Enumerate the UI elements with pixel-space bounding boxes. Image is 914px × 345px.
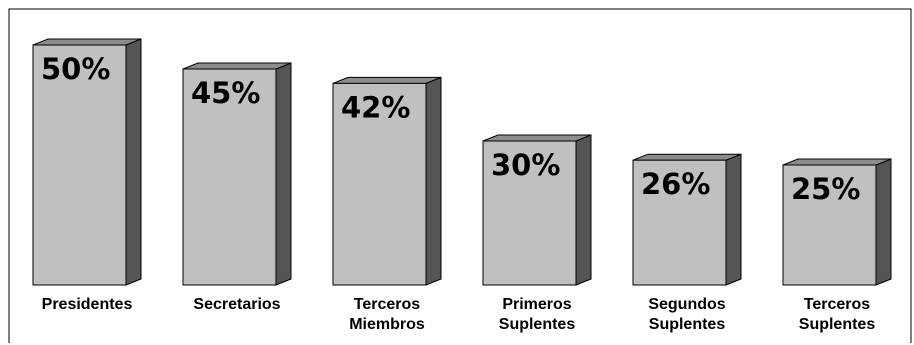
- category-label-line: Suplentes: [649, 316, 726, 333]
- bar: [482, 134, 592, 286]
- bar: [182, 62, 292, 286]
- bar-front-face: [632, 159, 727, 286]
- bar-front-face: [482, 140, 577, 286]
- bar-front-face: [182, 68, 277, 286]
- data-label: 42%: [341, 90, 410, 124]
- bar-top-face: [32, 38, 142, 46]
- bar: [32, 38, 142, 286]
- category-label-line: Primeros: [502, 296, 571, 313]
- category-label: Terceros Miembros: [349, 296, 425, 333]
- bar: [632, 153, 742, 286]
- bar-side-face: [725, 153, 742, 286]
- bar-top-face: [782, 158, 892, 166]
- bar-side-face: [875, 158, 892, 286]
- data-label: 45%: [191, 76, 260, 110]
- bar-front-face: [32, 44, 127, 286]
- bar-side-face: [275, 62, 292, 286]
- bar: [782, 158, 892, 286]
- data-label: 25%: [791, 172, 860, 206]
- bar-side-face: [125, 38, 142, 286]
- bar: [332, 76, 442, 286]
- category-label: Segundos Suplentes: [648, 296, 725, 333]
- data-label: 30%: [491, 148, 560, 182]
- category-label-line: Secretarios: [193, 296, 280, 313]
- category-label-line: Segundos: [648, 296, 725, 313]
- bar-front-face: [782, 164, 877, 286]
- category-label: Secretarios: [193, 296, 280, 313]
- category-label-line: Suplentes: [799, 316, 876, 333]
- category-label-line: Miembros: [349, 316, 425, 333]
- category-label: Presidentes: [42, 296, 133, 313]
- bar-side-face: [425, 76, 442, 286]
- category-label-line: Terceros: [354, 296, 421, 313]
- bar-side-face: [575, 134, 592, 286]
- data-label: 50%: [41, 52, 110, 86]
- category-label-line: Presidentes: [42, 296, 133, 313]
- bar-top-face: [182, 62, 292, 70]
- bar-front-face: [332, 82, 427, 286]
- data-label: 26%: [641, 167, 710, 201]
- category-label-line: Terceros: [804, 296, 871, 313]
- bar-top-face: [632, 153, 742, 161]
- category-label: Primeros Suplentes: [499, 296, 576, 333]
- bar-top-face: [332, 76, 442, 84]
- bar-top-face: [482, 134, 592, 142]
- chart-frame: [8, 8, 912, 343]
- category-label: Terceros Suplentes: [799, 296, 876, 333]
- category-label-line: Suplentes: [499, 316, 576, 333]
